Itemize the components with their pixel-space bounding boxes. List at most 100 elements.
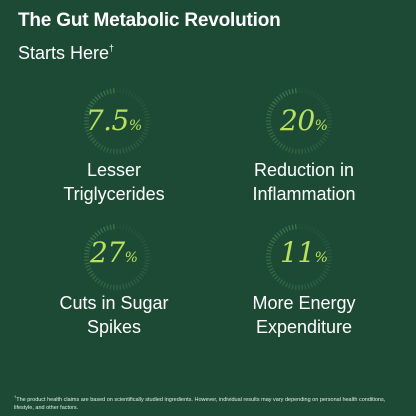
ring-tick bbox=[268, 107, 274, 111]
ring-tick bbox=[92, 234, 97, 239]
ring-tick bbox=[144, 123, 150, 126]
ring-tick bbox=[285, 282, 289, 288]
ring-tick bbox=[324, 267, 330, 271]
stat-label: Reduction in Inflammation bbox=[204, 158, 404, 206]
ring-tick bbox=[142, 267, 148, 271]
ring-tick bbox=[119, 224, 122, 230]
ring-tick bbox=[271, 272, 277, 277]
ring-tick bbox=[326, 262, 332, 265]
ring-tick bbox=[84, 126, 90, 129]
ring-tick bbox=[106, 283, 109, 289]
ring-tick bbox=[132, 279, 137, 285]
ring-tick bbox=[288, 283, 291, 289]
ring-tick bbox=[325, 110, 331, 113]
ring-tick bbox=[279, 279, 284, 285]
ring-tick bbox=[276, 141, 281, 146]
ring-tick bbox=[267, 110, 273, 113]
ring-tick bbox=[266, 113, 272, 116]
ring-tick bbox=[271, 237, 277, 242]
ring-tick bbox=[135, 96, 140, 101]
ring-tick bbox=[279, 143, 284, 149]
ring-tick bbox=[135, 232, 140, 237]
header: The Gut Metabolic Revolution Starts Here… bbox=[18, 10, 281, 65]
ring-tick bbox=[94, 141, 99, 146]
ring-tick bbox=[143, 265, 149, 268]
ring-tick bbox=[130, 280, 135, 286]
ring-tick bbox=[125, 147, 128, 153]
stat-value: 20% bbox=[244, 104, 364, 137]
ring-tick bbox=[291, 284, 294, 290]
stat-label: Lesser Triglycerides bbox=[14, 158, 214, 206]
ring-tick bbox=[97, 279, 102, 285]
ring-tick bbox=[312, 280, 317, 286]
ring-tick bbox=[94, 277, 99, 282]
ring-tick bbox=[281, 228, 286, 234]
ring-tick bbox=[132, 93, 137, 99]
ring-tick bbox=[84, 252, 90, 255]
ring-tick bbox=[279, 229, 284, 235]
ring-tick bbox=[319, 275, 324, 280]
ring-tick bbox=[322, 239, 328, 244]
ring-tick bbox=[86, 243, 92, 247]
ring-tick bbox=[103, 146, 107, 152]
ring-tick bbox=[130, 92, 135, 98]
ring-tick bbox=[85, 110, 91, 113]
ring-tick bbox=[267, 265, 273, 268]
ring-tick bbox=[309, 146, 313, 152]
ring-tick bbox=[309, 226, 313, 232]
ring-tick bbox=[125, 283, 128, 289]
ring-tick bbox=[271, 136, 277, 141]
ring-tick bbox=[84, 262, 90, 265]
ring-tick bbox=[84, 113, 90, 116]
stat-label-line: More Energy bbox=[252, 293, 356, 313]
ring-tick bbox=[132, 143, 137, 149]
ring-tick bbox=[127, 226, 131, 232]
ring-tick bbox=[314, 93, 319, 99]
subtitle-text: Starts Here bbox=[18, 43, 110, 63]
ring-tick bbox=[97, 93, 102, 99]
ring-tick bbox=[88, 134, 94, 139]
ring-tick bbox=[122, 284, 125, 290]
ring-tick bbox=[85, 246, 91, 249]
stat-label-line: Triglycerides bbox=[63, 184, 165, 204]
ring-tick bbox=[143, 110, 149, 113]
ring-tick bbox=[276, 232, 281, 237]
ring-tick bbox=[312, 144, 317, 150]
ring-tick bbox=[324, 131, 330, 135]
ring-tick bbox=[144, 126, 150, 129]
ring-tick bbox=[109, 284, 112, 290]
ring-tick bbox=[307, 225, 310, 231]
ring-tick bbox=[319, 139, 324, 144]
ring-tick bbox=[268, 243, 274, 247]
ring-tick bbox=[92, 275, 97, 280]
stat-number: 7.5 bbox=[85, 104, 130, 137]
ring-tick bbox=[109, 224, 112, 230]
ring-tick bbox=[307, 283, 310, 289]
ring-tick bbox=[99, 144, 104, 150]
ring-tick bbox=[127, 282, 131, 288]
ring-tick bbox=[122, 224, 125, 230]
ring-tick bbox=[89, 237, 95, 242]
ring-tick bbox=[84, 123, 90, 126]
ring-tick bbox=[130, 228, 135, 234]
stat-label-line: Cuts in Sugar bbox=[59, 293, 169, 313]
stat-value: 7.5% bbox=[54, 104, 174, 137]
ring-tick bbox=[285, 226, 289, 232]
ring-tick bbox=[85, 129, 91, 132]
ring-tick bbox=[281, 280, 286, 286]
ring-tick bbox=[314, 229, 319, 235]
ring-tick bbox=[139, 237, 145, 242]
stat-number: 20 bbox=[280, 104, 315, 137]
ring-tick bbox=[268, 131, 274, 135]
stat-number: 27 bbox=[90, 236, 125, 269]
ring-tick bbox=[144, 249, 150, 252]
ring-tick bbox=[119, 284, 122, 290]
ring-tick bbox=[276, 96, 281, 101]
ring-tick bbox=[270, 239, 276, 244]
ring-tick bbox=[274, 234, 279, 239]
ring-tick bbox=[288, 147, 291, 153]
ring-tick bbox=[84, 249, 90, 252]
stat-value: 27% bbox=[54, 236, 174, 269]
ring-tick bbox=[140, 270, 146, 275]
ring-tick bbox=[301, 148, 304, 154]
